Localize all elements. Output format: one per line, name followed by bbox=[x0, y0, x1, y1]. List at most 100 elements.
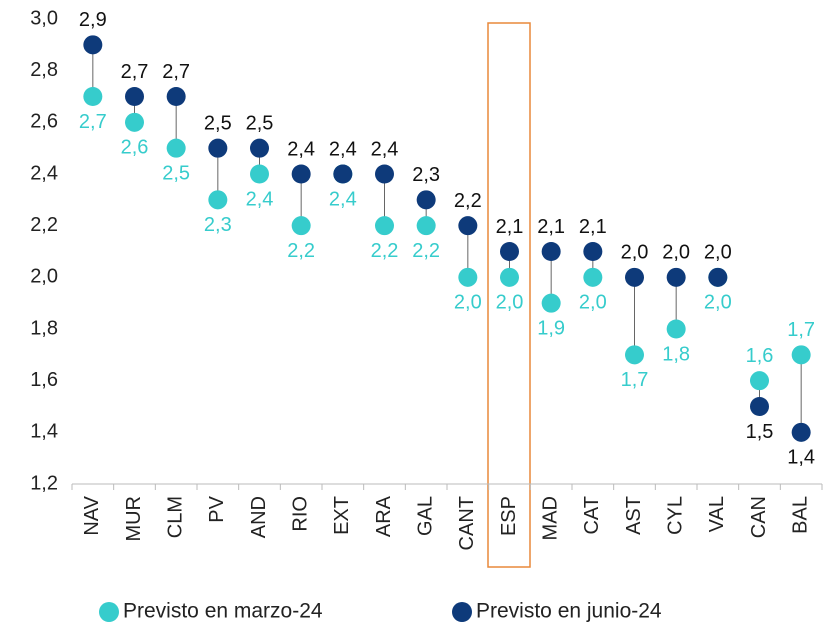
dot bbox=[375, 216, 394, 236]
dot bbox=[83, 87, 103, 106]
dot bbox=[708, 267, 728, 287]
value-label: 2,2 bbox=[371, 240, 399, 262]
dot bbox=[583, 267, 603, 287]
dot bbox=[791, 345, 811, 365]
dot bbox=[416, 216, 436, 236]
dot bbox=[291, 164, 311, 184]
x-tick-label: MUR bbox=[123, 496, 145, 542]
value-label: 2,9 bbox=[79, 9, 107, 31]
value-label: 2,0 bbox=[454, 292, 482, 314]
y-tick-label: 2,8 bbox=[30, 59, 58, 81]
dot bbox=[125, 87, 144, 106]
value-label: 2,2 bbox=[454, 190, 482, 212]
legend-text: Previsto en junio-24 bbox=[476, 600, 662, 623]
x-tick-label: EXT bbox=[331, 496, 353, 535]
dot bbox=[333, 164, 353, 184]
value-label: 2,2 bbox=[287, 240, 315, 262]
value-label: 1,8 bbox=[662, 343, 690, 365]
value-label: 2,7 bbox=[162, 61, 190, 83]
dot bbox=[583, 242, 603, 261]
value-label: 2,5 bbox=[162, 162, 190, 184]
dot bbox=[666, 319, 686, 339]
dot bbox=[750, 371, 769, 391]
y-tick-label: 2,6 bbox=[30, 111, 58, 133]
value-label: 2,0 bbox=[496, 292, 524, 314]
value-label: 2,4 bbox=[329, 138, 357, 160]
x-tick-label: CANT bbox=[456, 496, 478, 550]
value-label: 2,0 bbox=[621, 242, 649, 264]
x-tick-label: RIO bbox=[289, 496, 311, 532]
value-label: 2,0 bbox=[579, 292, 607, 314]
legend-text: Previsto en marzo-24 bbox=[123, 600, 323, 623]
x-tick-label: CAT bbox=[581, 496, 603, 535]
dot bbox=[750, 397, 769, 416]
value-label: 2,4 bbox=[246, 188, 274, 210]
dot bbox=[83, 35, 103, 55]
value-label: 2,2 bbox=[412, 240, 440, 262]
x-tick-label: ARA bbox=[373, 495, 395, 537]
value-label: 1,7 bbox=[787, 319, 815, 341]
dot bbox=[791, 422, 811, 442]
y-tick-label: 1,2 bbox=[30, 472, 58, 494]
value-label: 2,7 bbox=[121, 61, 149, 83]
x-tick-label: NAV bbox=[81, 495, 103, 535]
y-tick-label: 2,2 bbox=[30, 214, 58, 236]
dot bbox=[208, 190, 228, 210]
value-label: 2,1 bbox=[537, 216, 565, 238]
value-label: 2,3 bbox=[204, 214, 232, 236]
x-tick-label: VAL bbox=[706, 496, 728, 532]
dot bbox=[208, 138, 228, 158]
value-label: 2,4 bbox=[371, 138, 399, 160]
y-tick-label: 2,4 bbox=[30, 162, 58, 184]
dot bbox=[625, 267, 644, 287]
value-label: 2,3 bbox=[412, 164, 440, 186]
dot bbox=[166, 87, 186, 106]
value-label: 2,0 bbox=[662, 242, 690, 264]
y-tick-label: 1,6 bbox=[30, 369, 58, 391]
value-label: 2,1 bbox=[579, 216, 607, 238]
x-tick-label: GAL bbox=[414, 496, 436, 536]
x-tick-label: AST bbox=[623, 496, 645, 535]
x-tick-label: MAD bbox=[539, 496, 561, 540]
dot bbox=[458, 216, 478, 236]
value-label: 2,5 bbox=[246, 112, 274, 134]
dot bbox=[625, 345, 644, 365]
x-tick-label: ESP bbox=[498, 496, 520, 536]
dot bbox=[541, 242, 561, 261]
value-label: 2,4 bbox=[287, 138, 315, 160]
dot bbox=[666, 267, 686, 287]
x-tick-label: AND bbox=[248, 496, 270, 538]
x-tick-label: CLM bbox=[164, 496, 186, 538]
legend-marker bbox=[452, 602, 472, 622]
dot bbox=[250, 164, 269, 184]
dot bbox=[541, 293, 561, 313]
dot bbox=[375, 164, 394, 184]
dot bbox=[458, 267, 478, 287]
x-tick-label: CAN bbox=[748, 496, 770, 538]
value-label: 2,0 bbox=[704, 242, 732, 264]
dot bbox=[291, 216, 311, 236]
value-label: 1,9 bbox=[537, 317, 565, 339]
value-label: 2,7 bbox=[79, 111, 107, 133]
highlight-box bbox=[487, 22, 531, 568]
y-tick-label: 2,0 bbox=[30, 266, 58, 288]
dot bbox=[416, 190, 436, 210]
legend-marker bbox=[99, 602, 119, 622]
x-tick-label: PV bbox=[206, 495, 228, 522]
value-label: 2,5 bbox=[204, 112, 232, 134]
dot bbox=[125, 112, 144, 132]
value-label: 2,1 bbox=[496, 216, 524, 238]
dot bbox=[250, 138, 269, 158]
value-label: 1,5 bbox=[746, 421, 774, 443]
dot bbox=[166, 138, 186, 158]
y-tick-label: 1,4 bbox=[30, 421, 58, 443]
x-tick-label: BAL bbox=[789, 496, 811, 534]
value-label: 2,0 bbox=[704, 292, 732, 314]
dot bbox=[500, 242, 519, 261]
x-tick-label: CYL bbox=[664, 496, 686, 535]
value-label: 1,7 bbox=[621, 369, 649, 391]
value-label: 1,6 bbox=[746, 345, 774, 367]
dot bbox=[500, 267, 519, 287]
value-label: 2,6 bbox=[121, 137, 149, 159]
